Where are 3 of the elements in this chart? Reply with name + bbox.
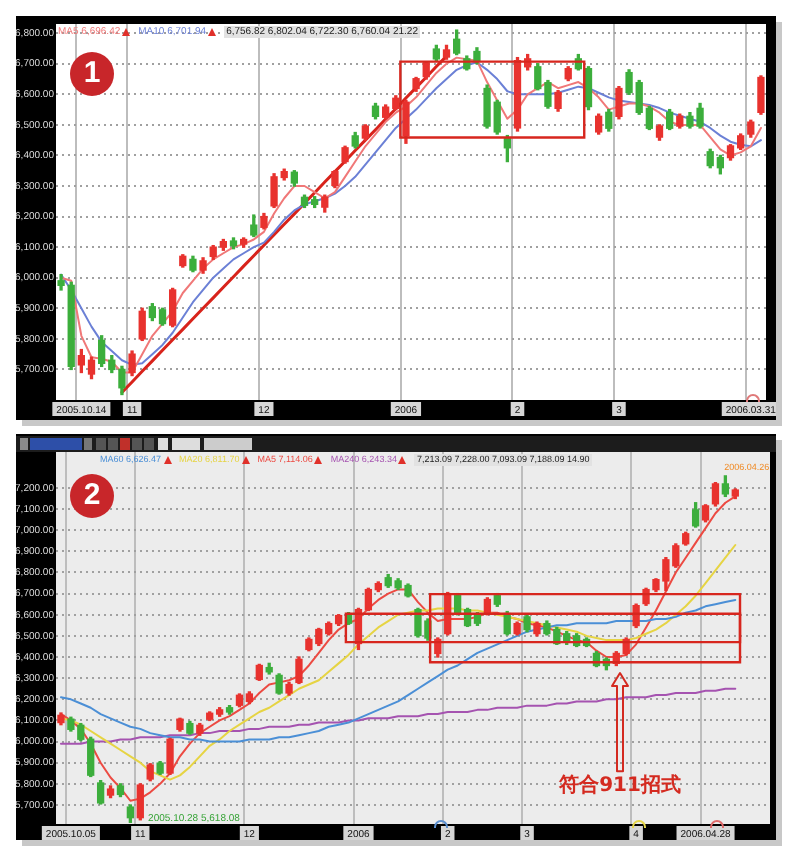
text: 1 bbox=[70, 52, 114, 96]
annotation: 符合911招式 bbox=[557, 773, 681, 798]
text: 2 bbox=[70, 474, 114, 518]
